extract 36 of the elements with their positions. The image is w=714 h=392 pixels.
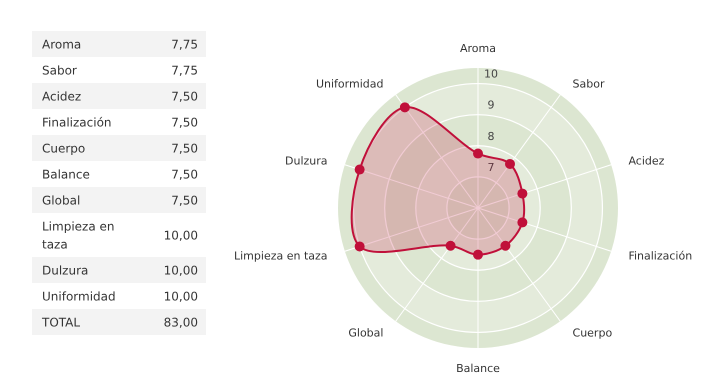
text: Global [42, 194, 80, 208]
y-tick-label: 7 [488, 160, 494, 174]
y-tick-label: 10 [484, 68, 498, 81]
spoke-label: Sabor [572, 77, 605, 90]
text: 7,50 [171, 142, 198, 156]
text: 7,50 [171, 116, 198, 130]
text: 7,75 [171, 38, 198, 52]
spoke-label: Cuerpo [572, 326, 612, 340]
text: Sabor [42, 64, 77, 78]
spoke-label: Limpieza en taza [234, 250, 328, 263]
text: TOTAL [41, 316, 80, 330]
spoke-label: Global [348, 326, 384, 340]
text: Dulzura [42, 264, 88, 278]
spoke-label: Dulzura [285, 154, 328, 168]
spoke-label: Uniformidad [316, 77, 384, 90]
text: Cuerpo [42, 142, 86, 156]
y-tick-label: 9 [488, 98, 494, 112]
spoke-label: Balance [456, 362, 500, 375]
text: Limpieza en taza [42, 220, 114, 252]
text: Balance [42, 168, 90, 182]
spoke-label: Finalización [628, 250, 692, 263]
spoke-label: Aroma [460, 42, 496, 55]
text: Finalización [42, 116, 112, 130]
text: 7,50 [171, 168, 198, 182]
text: 10,00 [164, 228, 198, 242]
text: Uniformidad [42, 290, 116, 304]
y-tick-label: 8 [488, 130, 494, 143]
text: Aroma [42, 38, 82, 52]
text: 83,00 [164, 316, 198, 330]
text: 7,50 [171, 90, 198, 104]
text: 10,00 [164, 264, 198, 278]
text: Acidez [42, 90, 82, 104]
text: 7,75 [171, 64, 198, 78]
text: 7,50 [171, 194, 198, 208]
text: 10,00 [164, 290, 198, 304]
spoke-label: Acidez [628, 154, 665, 168]
